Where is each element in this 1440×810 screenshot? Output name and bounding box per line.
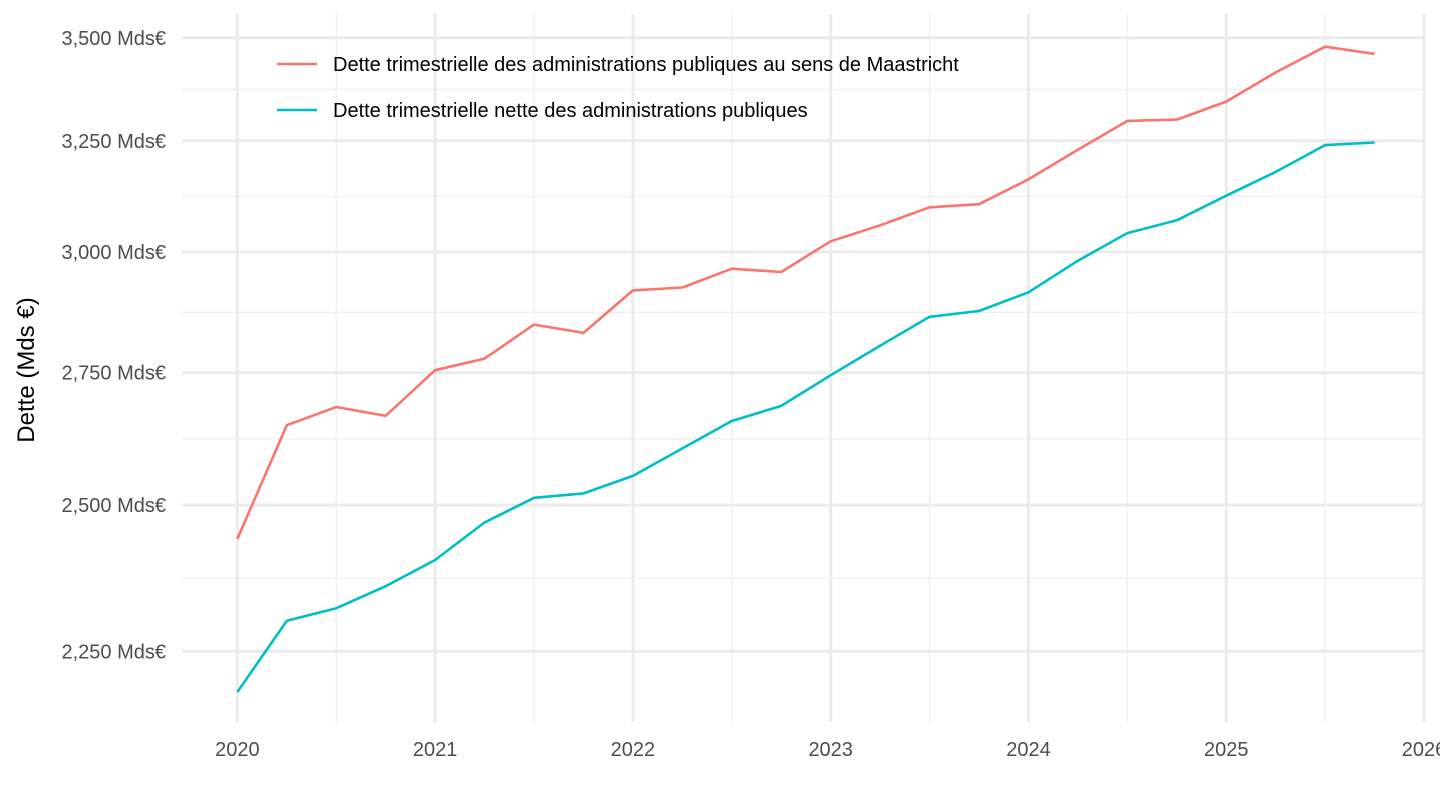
data-point [1224,100,1228,104]
legend: Dette trimestrielle des administrations … [277,54,959,122]
minor-gridlines-y [182,88,1424,579]
data-point [1026,290,1030,294]
data-point [730,267,734,271]
x-tick-label: 2026 [1402,739,1440,761]
data-point [1323,45,1327,49]
data-point [1026,177,1030,181]
legend-label-2: Dette trimestrielle nette des administra… [333,100,808,122]
data-point [1274,70,1278,74]
data-point [779,270,783,274]
data-point [977,202,981,206]
data-point [680,286,684,290]
data-point [1373,52,1377,56]
data-point [483,357,487,361]
data-point [532,323,536,327]
data-point [1323,143,1327,147]
data-point [235,690,239,694]
major-gridlines-x [235,14,1426,722]
data-point [1076,148,1080,152]
data-point [1224,194,1228,198]
data-point [631,474,635,478]
x-tick-label: 2024 [1006,739,1051,761]
x-tick-label: 2022 [611,739,656,761]
y-tick-label: 3,000 Mds€ [61,242,166,264]
data-point [878,344,882,348]
y-tick-label: 2,250 Mds€ [61,641,166,663]
data-point [532,496,536,500]
data-point [1175,118,1179,122]
data-point [581,491,585,495]
y-axis-title: Dette (Mds €) [13,297,40,442]
y-tick-label: 3,250 Mds€ [61,131,166,153]
data-point [1125,119,1129,123]
data-point [1373,141,1377,145]
series-line-1 [236,45,1375,540]
data-point [384,584,388,588]
series-layer [235,45,1377,694]
x-tick-label: 2025 [1204,739,1249,761]
data-point [829,239,833,243]
data-point [631,288,635,292]
data-point [581,331,585,335]
data-point [334,606,338,610]
data-point [433,368,437,372]
x-tick-label: 2020 [215,739,260,761]
data-point [433,558,437,562]
x-tick-label: 2023 [808,739,853,761]
data-point [680,446,684,450]
data-point [285,423,289,427]
data-point [977,309,981,313]
data-point [334,405,338,409]
x-axis-tick-labels: 2020 2021 2022 2023 2024 2025 2026 [215,739,1440,761]
y-axis-tick-labels: 2,250 Mds€ 2,500 Mds€ 2,750 Mds€ 3,000 Mds€… [61,28,166,663]
data-point [730,419,734,423]
data-point [285,619,289,623]
series-line-2 [236,141,1375,693]
y-tick-label: 2,750 Mds€ [61,363,166,385]
data-point [235,537,239,541]
minor-gridlines-x [335,14,1326,722]
data-point [1125,231,1129,235]
x-tick-label: 2021 [413,739,458,761]
data-point [483,520,487,524]
data-point [878,223,882,227]
y-tick-label: 3,500 Mds€ [61,28,166,50]
data-point [928,205,932,209]
data-point [829,373,833,377]
y-tick-label: 2,500 Mds€ [61,495,166,517]
major-gridlines-y [182,36,1424,653]
data-point [384,414,388,418]
legend-label-1: Dette trimestrielle des administrations … [333,54,959,76]
data-point [779,404,783,408]
data-point [1175,218,1179,222]
data-point [928,315,932,319]
data-point [1076,259,1080,263]
data-point [1274,170,1278,174]
